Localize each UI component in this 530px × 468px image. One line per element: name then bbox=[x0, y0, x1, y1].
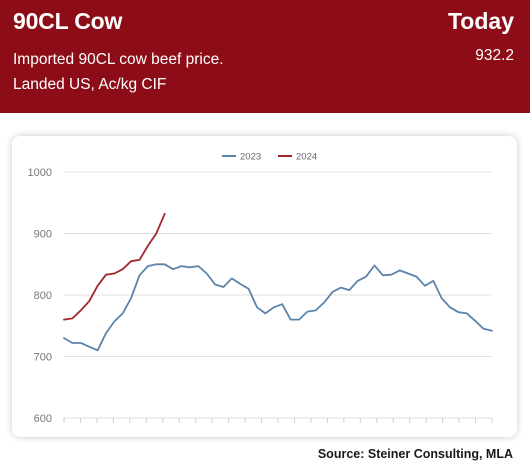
series-line-2023 bbox=[63, 263, 493, 352]
today-label: Today bbox=[447, 8, 514, 34]
today-value: 932.2 bbox=[475, 47, 514, 64]
source-credit: Source: Steiner Consulting, MLA bbox=[317, 447, 513, 461]
legend-label-2023: 2023 bbox=[240, 152, 261, 163]
chart-title: 90CL Cow bbox=[13, 8, 123, 34]
chart-card: 600 700 800 900 1000 2023 2024 bbox=[12, 136, 517, 437]
y-tick-label: 1000 bbox=[28, 167, 52, 179]
header-banner: 90CL Cow Today Imported 90CL cow beef pr… bbox=[0, 0, 530, 113]
series-line-2024 bbox=[63, 212, 166, 321]
chart-description: Imported 90CL cow beef price. Landed US,… bbox=[13, 47, 224, 97]
y-tick-label: 600 bbox=[34, 413, 52, 425]
description-line-1: Imported 90CL cow beef price. bbox=[13, 51, 224, 68]
legend-label-2024: 2024 bbox=[296, 152, 317, 163]
y-tick-label: 800 bbox=[34, 290, 52, 302]
description-line-2: Landed US, Ac/kg CIF bbox=[13, 76, 167, 93]
y-tick-label: 700 bbox=[34, 352, 52, 364]
y-tick-label: 900 bbox=[34, 229, 52, 241]
line-chart: 600 700 800 900 1000 2023 2024 bbox=[28, 152, 493, 425]
